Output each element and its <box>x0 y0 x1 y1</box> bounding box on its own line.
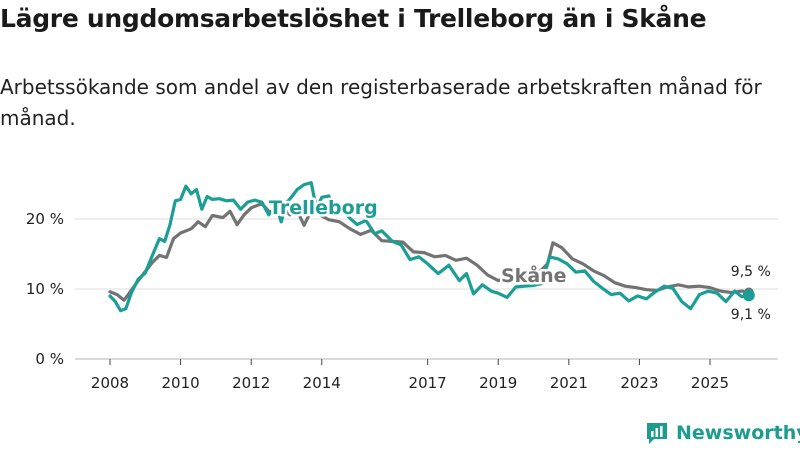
series-endpoint-trelleborg <box>742 289 755 302</box>
x-tick-label: 2010 <box>161 374 199 392</box>
x-tick-label: 2008 <box>91 374 129 392</box>
series-line-skane <box>108 202 751 302</box>
y-tick-label: 0 % <box>35 350 64 368</box>
x-tick-label: 2023 <box>620 374 658 392</box>
page-title: Lägre ungdomsarbetslöshet i Trelleborg ä… <box>0 4 707 33</box>
end-label-skane: 9,5 % <box>731 264 771 280</box>
y-tick-label: 10 % <box>26 280 64 298</box>
end-label-trelleborg: 9,1 % <box>731 307 771 323</box>
x-tick-label: 2019 <box>479 374 517 392</box>
chart-subtitle: Arbetssökande som andel av den registerb… <box>0 75 762 130</box>
y-tick-label: 20 % <box>26 210 64 228</box>
x-tick-label: 2012 <box>232 374 270 392</box>
newsworthy-icon <box>647 423 667 444</box>
series-label-skane: Skåne <box>501 263 567 287</box>
brand-name: Newsworthy <box>676 422 800 444</box>
series-line-trelleborg <box>108 181 751 313</box>
newsworthy-logo[interactable]: Newsworthy <box>645 420 800 446</box>
x-tick-label: 2021 <box>550 374 588 392</box>
series-label-trelleborg: Trelleborg <box>269 197 378 219</box>
x-tick-label: 2014 <box>303 374 341 392</box>
x-tick-label: 2017 <box>409 374 447 392</box>
x-tick-label: 2025 <box>691 374 729 392</box>
